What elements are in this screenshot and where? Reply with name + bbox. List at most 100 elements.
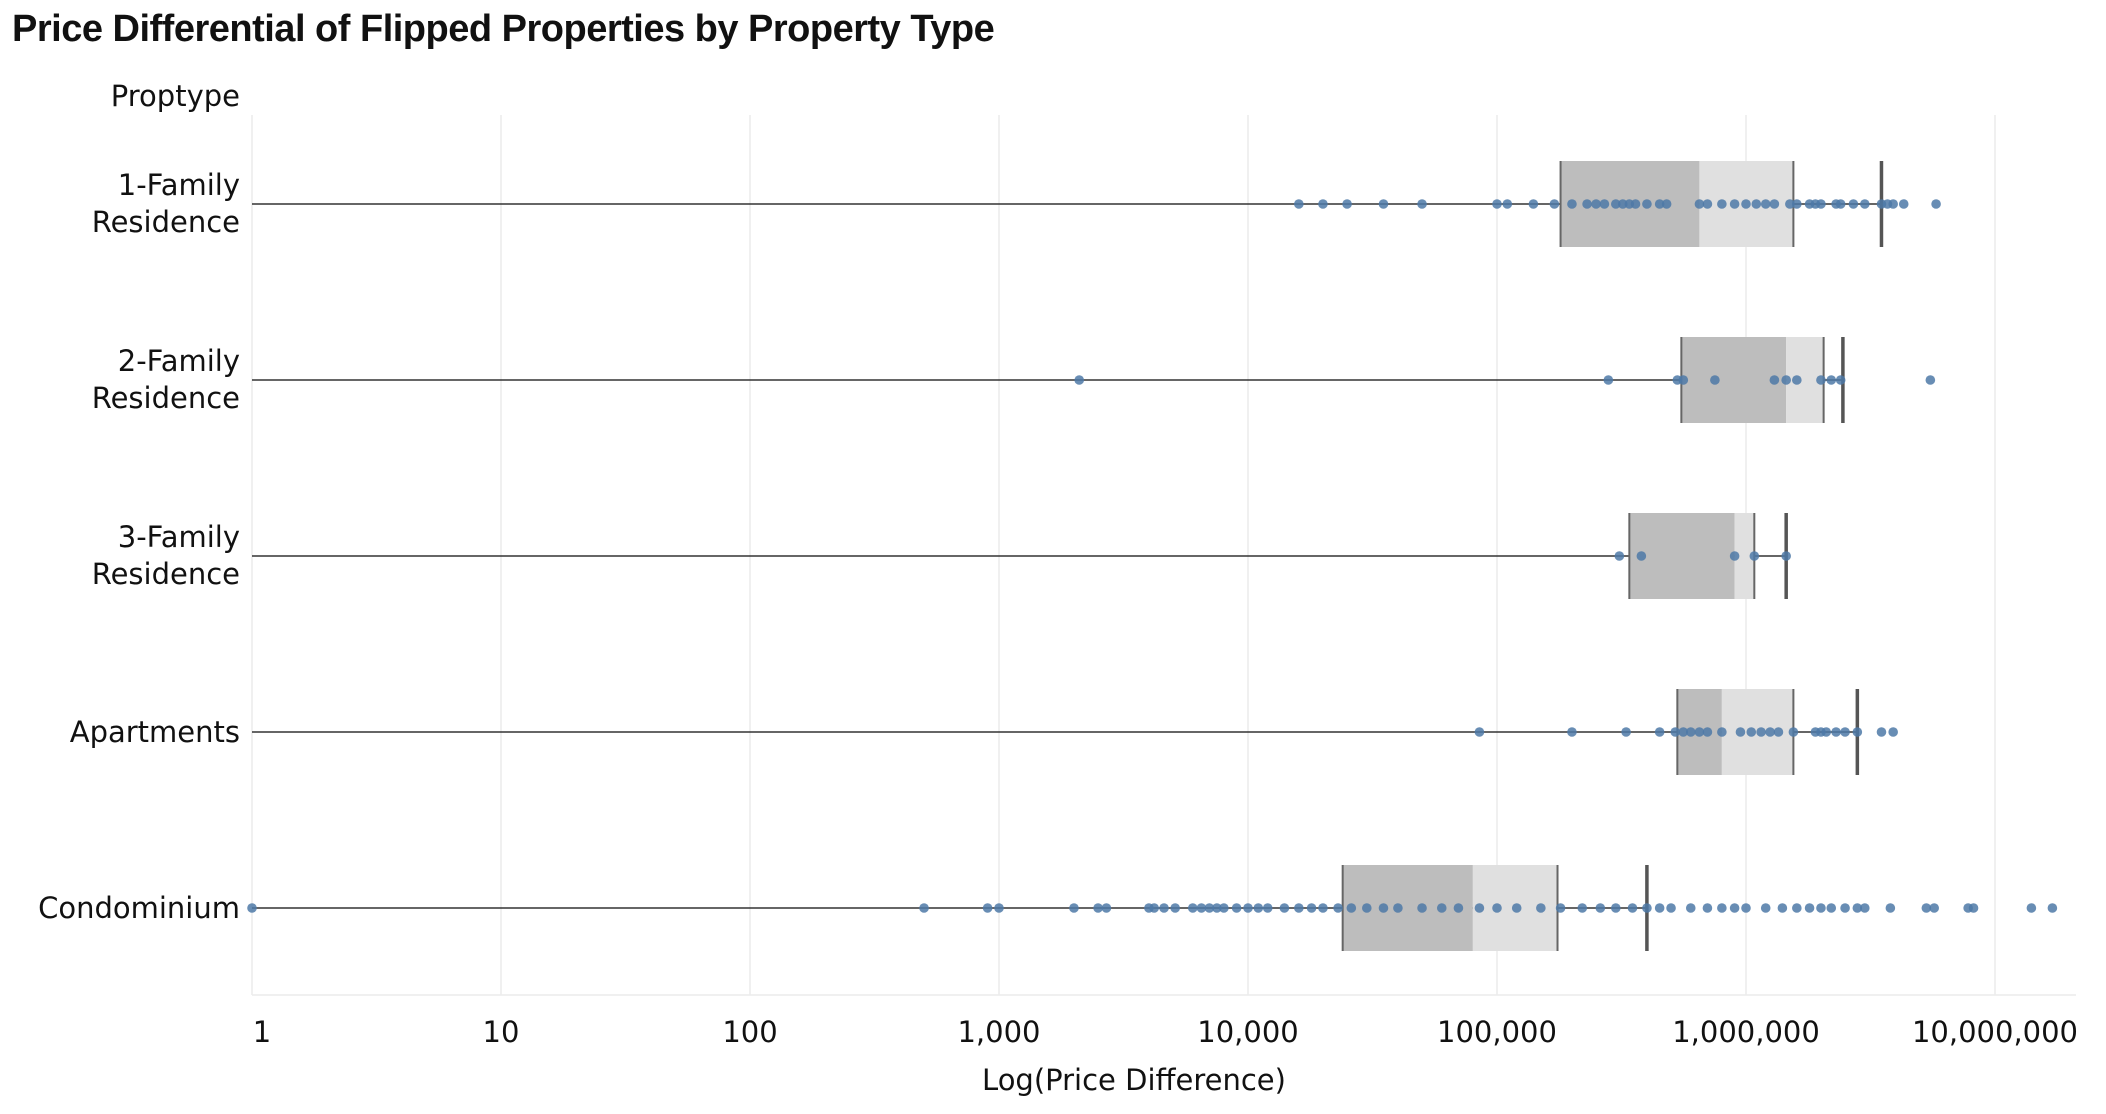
data-point bbox=[1756, 727, 1766, 737]
data-point bbox=[1860, 199, 1870, 209]
data-point bbox=[1101, 903, 1112, 913]
data-point bbox=[1294, 903, 1304, 913]
data-point bbox=[1735, 727, 1746, 737]
data-point bbox=[1318, 199, 1328, 209]
data-point bbox=[1729, 903, 1740, 913]
row-label: Residence bbox=[92, 557, 240, 591]
x-tick-label: 1,000 bbox=[957, 1015, 1040, 1049]
data-point bbox=[1888, 199, 1898, 209]
data-point bbox=[1196, 903, 1207, 913]
data-point bbox=[1678, 375, 1689, 385]
x-tick-label: 1,000,000 bbox=[1672, 1015, 1820, 1049]
row-label: 1-Family bbox=[118, 168, 240, 202]
data-point bbox=[1804, 903, 1815, 913]
data-point bbox=[1611, 903, 1621, 913]
data-point bbox=[1781, 375, 1791, 385]
data-point bbox=[1741, 903, 1751, 913]
data-point bbox=[1654, 199, 1665, 209]
data-point bbox=[1821, 727, 1832, 737]
data-point bbox=[1781, 551, 1791, 561]
data-point bbox=[1378, 199, 1389, 209]
data-point bbox=[1765, 727, 1775, 737]
data-point bbox=[1378, 903, 1389, 913]
data-point bbox=[1642, 903, 1652, 913]
data-point bbox=[1769, 199, 1780, 209]
data-point bbox=[1792, 375, 1802, 385]
data-point bbox=[1555, 903, 1566, 913]
data-point bbox=[1788, 727, 1799, 737]
data-point bbox=[1702, 903, 1713, 913]
data-point bbox=[1749, 551, 1760, 561]
data-point bbox=[1621, 727, 1631, 737]
data-point bbox=[1591, 199, 1601, 209]
data-point bbox=[1528, 199, 1539, 209]
data-point bbox=[1159, 903, 1169, 913]
data-point bbox=[1346, 903, 1357, 913]
data-point bbox=[1888, 727, 1898, 737]
data-point bbox=[1204, 903, 1215, 913]
chart-title: Price Differential of Flipped Properties… bbox=[12, 8, 995, 50]
data-point bbox=[1253, 903, 1264, 913]
data-point bbox=[1231, 903, 1242, 913]
data-point bbox=[1666, 903, 1676, 913]
data-point bbox=[1792, 199, 1802, 209]
row-label: Condominium bbox=[38, 891, 240, 925]
data-point bbox=[1342, 199, 1352, 209]
data-point bbox=[1835, 199, 1846, 209]
data-point bbox=[1835, 375, 1846, 385]
data-point bbox=[1769, 375, 1780, 385]
box-upper-half bbox=[1734, 513, 1755, 599]
data-point bbox=[1729, 551, 1740, 561]
data-point bbox=[1840, 727, 1850, 737]
data-point bbox=[1627, 903, 1638, 913]
data-point bbox=[1187, 903, 1198, 913]
x-tick-label: 1 bbox=[253, 1015, 271, 1049]
category-row: Apartments bbox=[70, 689, 1898, 775]
data-point bbox=[1093, 903, 1103, 913]
gridlines bbox=[251, 115, 2076, 996]
category-row: Condominium bbox=[38, 865, 2058, 951]
x-tick-label: 10,000 bbox=[1197, 1015, 1298, 1049]
data-point bbox=[1670, 727, 1681, 737]
data-point bbox=[1717, 727, 1727, 737]
data-point bbox=[1074, 375, 1085, 385]
data-point bbox=[1654, 727, 1665, 737]
data-point bbox=[1069, 903, 1079, 913]
data-point bbox=[1636, 551, 1647, 561]
data-point bbox=[1567, 727, 1577, 737]
data-point bbox=[247, 903, 257, 913]
data-point bbox=[1773, 727, 1784, 737]
data-point bbox=[1492, 199, 1502, 209]
data-point bbox=[1685, 727, 1696, 737]
data-point bbox=[1474, 727, 1485, 737]
data-point bbox=[1848, 199, 1859, 209]
data-point bbox=[1362, 903, 1372, 913]
data-point bbox=[1149, 903, 1159, 913]
data-point bbox=[1678, 727, 1689, 737]
data-point bbox=[1876, 727, 1887, 737]
x-tick-label: 100 bbox=[722, 1015, 777, 1049]
data-point bbox=[1826, 903, 1837, 913]
data-point bbox=[2026, 903, 2037, 913]
data-point bbox=[1212, 903, 1222, 913]
data-point bbox=[1702, 727, 1713, 737]
data-point bbox=[1536, 903, 1546, 913]
x-tick-label: 10,000,000 bbox=[1912, 1015, 2078, 1049]
data-point bbox=[1710, 375, 1720, 385]
data-point bbox=[1816, 375, 1826, 385]
data-point bbox=[1816, 199, 1826, 209]
data-point bbox=[1760, 199, 1771, 209]
data-point bbox=[1393, 903, 1403, 913]
data-point bbox=[1318, 903, 1328, 913]
data-point bbox=[994, 903, 1004, 913]
data-point bbox=[1511, 903, 1522, 913]
data-point bbox=[1417, 903, 1427, 913]
data-point bbox=[1279, 903, 1290, 913]
data-point bbox=[919, 903, 929, 913]
x-tick-label: 100,000 bbox=[1437, 1015, 1557, 1049]
box-lower-half bbox=[1629, 513, 1735, 599]
data-point bbox=[1694, 727, 1705, 737]
data-point bbox=[1599, 199, 1610, 209]
